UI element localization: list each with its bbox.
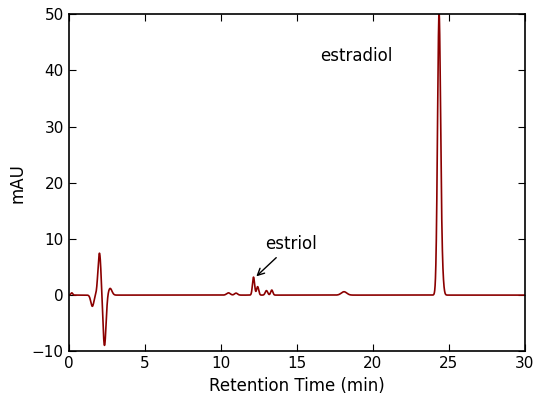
Text: estradiol: estradiol bbox=[320, 47, 392, 65]
X-axis label: Retention Time (min): Retention Time (min) bbox=[209, 377, 385, 395]
Y-axis label: mAU: mAU bbox=[8, 163, 26, 203]
Text: estriol: estriol bbox=[257, 235, 317, 275]
